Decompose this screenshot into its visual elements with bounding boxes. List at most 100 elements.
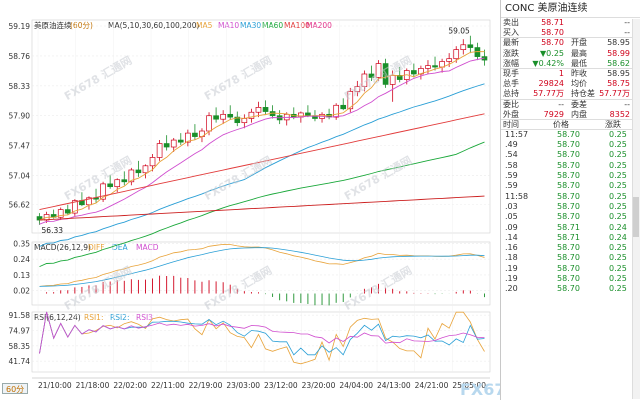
time-tick-label: 22/19:00 xyxy=(189,381,223,390)
tick-price: 58.70 xyxy=(557,263,580,273)
macd-header: MACD(26,12,9)DIFF DEA MACD xyxy=(34,243,159,252)
quote-label: 外盘 xyxy=(503,109,519,119)
tick-price: 58.70 xyxy=(557,191,580,201)
rsi-tick-label: 41.74 xyxy=(9,357,31,366)
main-header: 美原油连续(60分) MA(5,10,30,60,100,200)MA5 MA10 M… xyxy=(34,20,332,30)
quote-label: 最新 xyxy=(503,38,519,48)
quote-row: 涨幅 ▼0.42% 最低 58.62 xyxy=(501,59,640,69)
ma100-line xyxy=(39,113,485,211)
candle-body xyxy=(121,179,128,183)
tick-time: .54 xyxy=(505,150,518,160)
tick-time: .58 xyxy=(505,160,518,170)
tick-time: .19 xyxy=(505,263,518,273)
tick-time: .59 xyxy=(505,171,518,181)
macd-dea-line xyxy=(39,247,485,287)
tick-row: .59 58.70 0.25 xyxy=(501,181,640,191)
tick-change: 0.25 xyxy=(609,140,627,150)
rsi-legend-1: RSI2: xyxy=(110,313,129,322)
ma30-line xyxy=(39,83,485,247)
candle-body xyxy=(206,115,212,132)
quote-label: 委比 xyxy=(503,99,519,109)
macd-tick-label: 0.35 xyxy=(13,239,30,248)
candle-body xyxy=(192,132,198,137)
quote-value: 7929 xyxy=(543,109,564,119)
tick-time: .16 xyxy=(505,243,518,253)
tick-time: 11:58 xyxy=(505,191,529,201)
quote-label: 昨收 xyxy=(571,68,587,78)
quote-value: 58.70 xyxy=(541,38,564,48)
ma-label: MA(5,10,30,60,100,200) xyxy=(108,21,199,30)
price-tick-label: 58.33 xyxy=(9,82,31,91)
candle-body xyxy=(142,165,149,174)
quote-value: 58.95 xyxy=(607,38,630,48)
price-chart-svg[interactable]: 美原油连续(60分) MA(5,10,30,60,100,200)MA5 MA10 M… xyxy=(0,0,500,400)
tick-list[interactable]: 11:57 58.70 0.25.49 58.70 0.25.54 58.70 0.25.5… xyxy=(501,130,640,295)
quote-label: 总手 xyxy=(503,79,519,89)
ma200-line xyxy=(39,195,485,221)
tick-scrollbar[interactable] xyxy=(632,19,640,399)
rsi1-line xyxy=(39,311,485,365)
candle-body xyxy=(248,111,255,119)
time-tick-label: 24/21:00 xyxy=(415,381,449,390)
price-tick-label: 59.19 xyxy=(9,22,31,31)
tick-row: .09 58.71 0.24 xyxy=(501,223,640,233)
quote-value: -- xyxy=(624,18,630,27)
ma-legend-2: MA30 xyxy=(240,21,261,30)
tick-row: .54 58.70 0.25 xyxy=(501,150,640,160)
candle-body xyxy=(149,157,156,167)
candle-body xyxy=(347,91,354,110)
candle-body xyxy=(389,75,396,85)
candle-body xyxy=(241,118,248,124)
macd-histogram xyxy=(46,275,485,306)
candle-body xyxy=(305,112,311,117)
rsi-tick-label: 74.97 xyxy=(9,326,31,335)
tick-price: 58.70 xyxy=(557,160,580,170)
candle-body xyxy=(234,116,241,124)
price-tick-label: 57.04 xyxy=(9,172,31,181)
candle-body xyxy=(107,183,113,188)
macd-legend-1: DEA xyxy=(112,243,129,252)
candle-body xyxy=(213,115,219,120)
chart-name: 美原油连续 xyxy=(34,20,72,30)
tick-price: 58.71 xyxy=(557,222,580,232)
candle-body xyxy=(170,139,177,148)
tick-time: .03 xyxy=(505,201,518,211)
tick-price: 58.70 xyxy=(557,284,580,294)
tick-price: 58.70 xyxy=(557,150,580,160)
period-selector-button[interactable]: 60分 xyxy=(2,383,29,394)
quote-label: 最高 xyxy=(571,48,587,58)
candle-body xyxy=(156,143,163,158)
candle-body xyxy=(100,183,106,200)
quote-value: -- xyxy=(624,99,630,109)
rsi-panel-frame xyxy=(31,311,491,373)
quote-row: 买入 58.70 -- xyxy=(501,28,640,39)
quote-label: 均价 xyxy=(571,79,587,89)
tick-header-price: 价格 xyxy=(553,119,569,129)
quote-panel: CONC 美原油连续 卖出 58.71 -- 买入 58.70 -- 最新 58.70 开盘 58… xyxy=(500,0,640,400)
quote-row: 外盘 7929 内盘 8352 xyxy=(501,110,640,120)
tick-price: 58.70 xyxy=(557,212,580,222)
chart-area[interactable]: 美原油连续 (60分) MA(5,10,30,60,100,200) MA5 MA10 M… xyxy=(0,0,570,400)
rsi3-line xyxy=(39,311,485,354)
tick-price: 58.70 xyxy=(557,201,580,211)
tick-scrollbar-thumb[interactable] xyxy=(633,197,639,237)
quote-value: 58.99 xyxy=(607,48,630,58)
quote-label: 开盘 xyxy=(571,38,587,48)
candle-body xyxy=(453,49,460,60)
tick-price: 58.70 xyxy=(557,181,580,191)
price-tick-label: 58.76 xyxy=(9,52,31,61)
quote-value: 57.77万 xyxy=(533,89,564,99)
quote-label: 持仓差 xyxy=(571,89,595,99)
quote-label: 买入 xyxy=(503,28,519,38)
ma-legend-4: MA100 xyxy=(284,21,310,30)
quote-label: 现手 xyxy=(503,68,519,78)
time-tick-label: 21/10:00 xyxy=(38,381,72,390)
tick-change: 0.24 xyxy=(609,222,627,232)
tick-header-time: 时间 xyxy=(503,119,519,129)
quote-label: 最低 xyxy=(571,58,587,68)
candle-body xyxy=(114,179,121,188)
ma10-line xyxy=(39,57,485,225)
quote-label: 涨跌 xyxy=(503,48,519,58)
tick-change: 0.25 xyxy=(609,150,627,160)
candle-body xyxy=(64,209,71,214)
